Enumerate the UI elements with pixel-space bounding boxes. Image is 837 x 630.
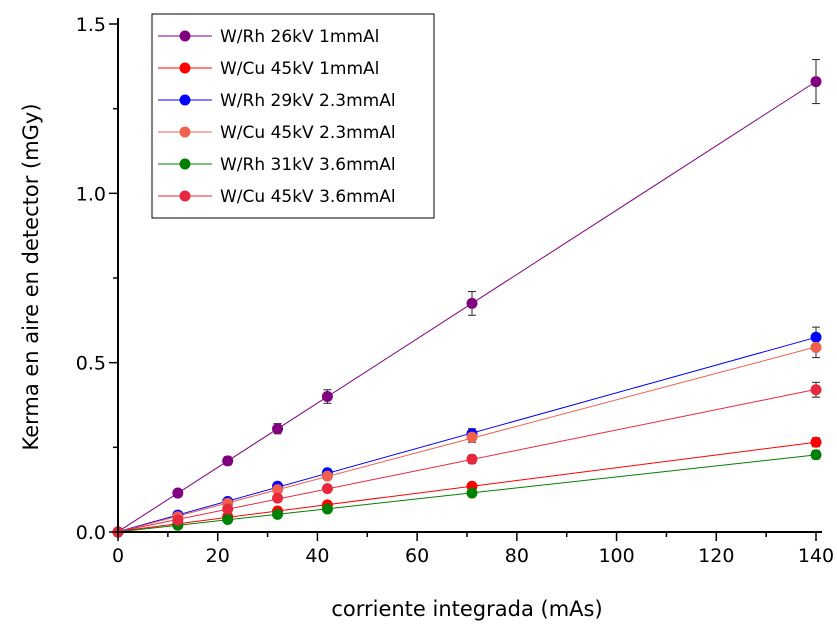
data-point: [810, 449, 822, 461]
data-points: [112, 76, 822, 538]
data-point: [321, 483, 333, 495]
legend-entry-label: W/Rh 31kV 3.6mmAl: [220, 155, 396, 175]
legend-entry-label: W/Cu 45kV 2.3mmAl: [220, 123, 396, 143]
data-point: [172, 487, 184, 499]
data-point: [321, 503, 333, 515]
data-point: [272, 492, 284, 504]
x-tick-label: 140: [798, 545, 834, 567]
axes: 0 20 40 60 80 100 120 140 0.0 0.5 1.0 1.5: [76, 14, 834, 567]
legend-entry-label: W/Rh 26kV 1mmAl: [220, 27, 379, 47]
y-tick-label: 0.5: [76, 353, 106, 375]
data-point: [272, 423, 284, 435]
data-point: [222, 503, 234, 515]
x-tick-label: 40: [305, 545, 329, 567]
legend-marker: [179, 190, 191, 202]
y-tick-label: 1.5: [76, 14, 106, 36]
data-point: [466, 431, 478, 443]
data-point: [810, 436, 822, 448]
legend-entry-label: W/Rh 29kV 2.3mmAl: [220, 91, 396, 111]
legend-entry-label: W/Cu 45kV 3.6mmAl: [220, 187, 396, 207]
fit-line: [117, 81, 817, 533]
data-point: [321, 470, 333, 482]
data-point: [810, 76, 822, 88]
x-tick-label: 80: [505, 545, 529, 567]
data-point: [222, 455, 234, 467]
data-point: [272, 508, 284, 520]
data-point: [272, 484, 284, 496]
legend-marker: [179, 158, 191, 170]
data-point: [466, 453, 478, 465]
data-point: [466, 297, 478, 309]
data-point: [810, 384, 822, 396]
x-tick-label: 0: [112, 545, 124, 567]
legend-marker: [179, 62, 191, 74]
data-point: [222, 513, 234, 525]
y-tick-label: 1.0: [76, 183, 106, 205]
data-point: [172, 514, 184, 526]
legend-entry-label: W/Cu 45kV 1mmAl: [220, 59, 379, 79]
legend-marker: [179, 126, 191, 138]
legend-marker: [179, 30, 191, 42]
data-point: [321, 391, 333, 403]
legend: W/Rh 26kV 1mmAl W/Cu 45kV 1mmAl W/Rh 29kV …: [151, 13, 435, 219]
x-tick-label: 20: [206, 545, 230, 567]
x-tick-label: 60: [405, 545, 429, 567]
x-tick-label: 120: [698, 545, 734, 567]
legend-box: [151, 13, 435, 219]
data-point: [466, 487, 478, 499]
y-axis-title: Kerma en aire en detector (mGy): [19, 103, 43, 450]
legend-marker: [179, 94, 191, 106]
data-point: [810, 341, 822, 353]
y-tick-label: 0.0: [76, 522, 106, 544]
x-axis-title: corriente integrada (mAs): [331, 597, 602, 621]
data-point: [810, 331, 822, 343]
x-tick-label: 100: [598, 545, 634, 567]
